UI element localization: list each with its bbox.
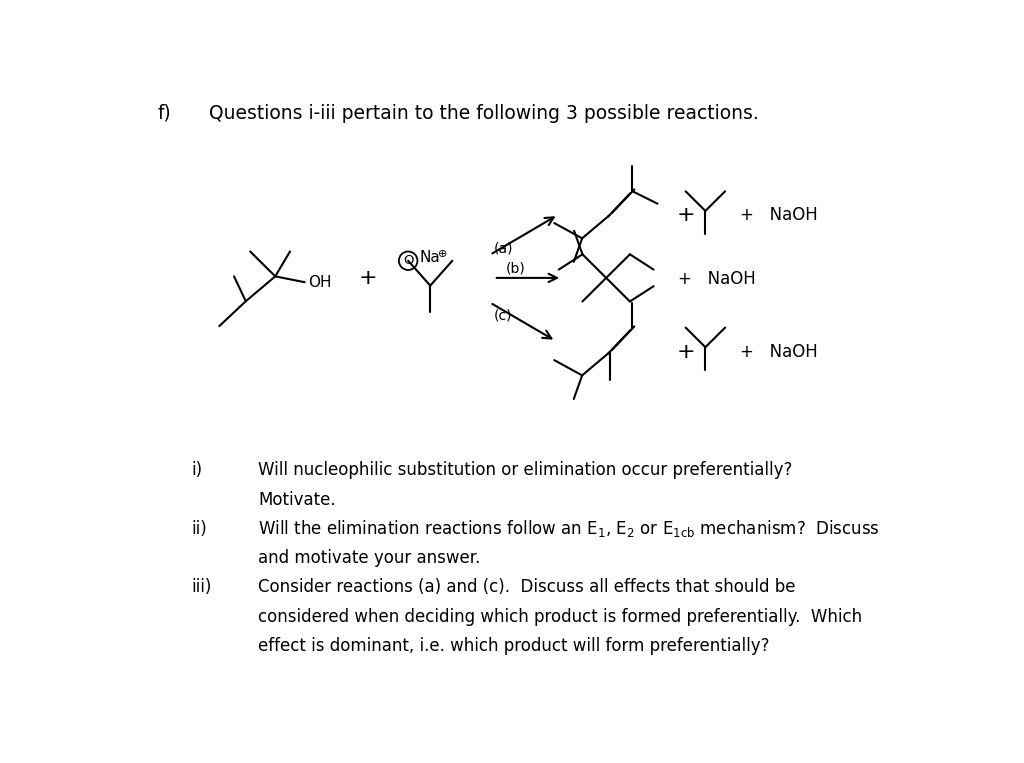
Text: considered when deciding which product is formed preferentially.  Which: considered when deciding which product i… (258, 607, 862, 626)
Text: Will the elimination reactions follow an $\mathregular{E_1}$, $\mathregular{E_2}: Will the elimination reactions follow an… (258, 518, 880, 539)
Text: (b): (b) (506, 262, 525, 275)
Text: +   NaOH: + NaOH (740, 343, 818, 361)
Text: Motivate.: Motivate. (258, 491, 336, 509)
Text: Na: Na (420, 250, 440, 266)
Text: iii): iii) (191, 578, 212, 597)
Text: and motivate your answer.: and motivate your answer. (258, 549, 480, 567)
Text: ii): ii) (191, 520, 207, 538)
Text: i): i) (191, 462, 203, 479)
Text: f): f) (158, 104, 171, 123)
Text: +: + (677, 204, 695, 225)
Text: Will nucleophilic substitution or elimination occur preferentially?: Will nucleophilic substitution or elimin… (258, 462, 793, 479)
Text: (a): (a) (494, 242, 513, 256)
Text: +: + (359, 268, 378, 288)
Text: ⊕: ⊕ (438, 249, 447, 259)
Text: OH: OH (308, 275, 332, 290)
Text: O: O (402, 254, 414, 267)
Text: effect is dominant, i.e. which product will form preferentially?: effect is dominant, i.e. which product w… (258, 637, 770, 655)
Text: Consider reactions (a) and (c).  Discuss all effects that should be: Consider reactions (a) and (c). Discuss … (258, 578, 796, 597)
Text: Questions i-iii pertain to the following 3 possible reactions.: Questions i-iii pertain to the following… (209, 104, 759, 123)
Text: +   NaOH: + NaOH (740, 206, 818, 224)
Text: (c): (c) (494, 309, 512, 323)
Text: +   NaOH: + NaOH (678, 270, 756, 288)
Text: +: + (677, 342, 695, 362)
